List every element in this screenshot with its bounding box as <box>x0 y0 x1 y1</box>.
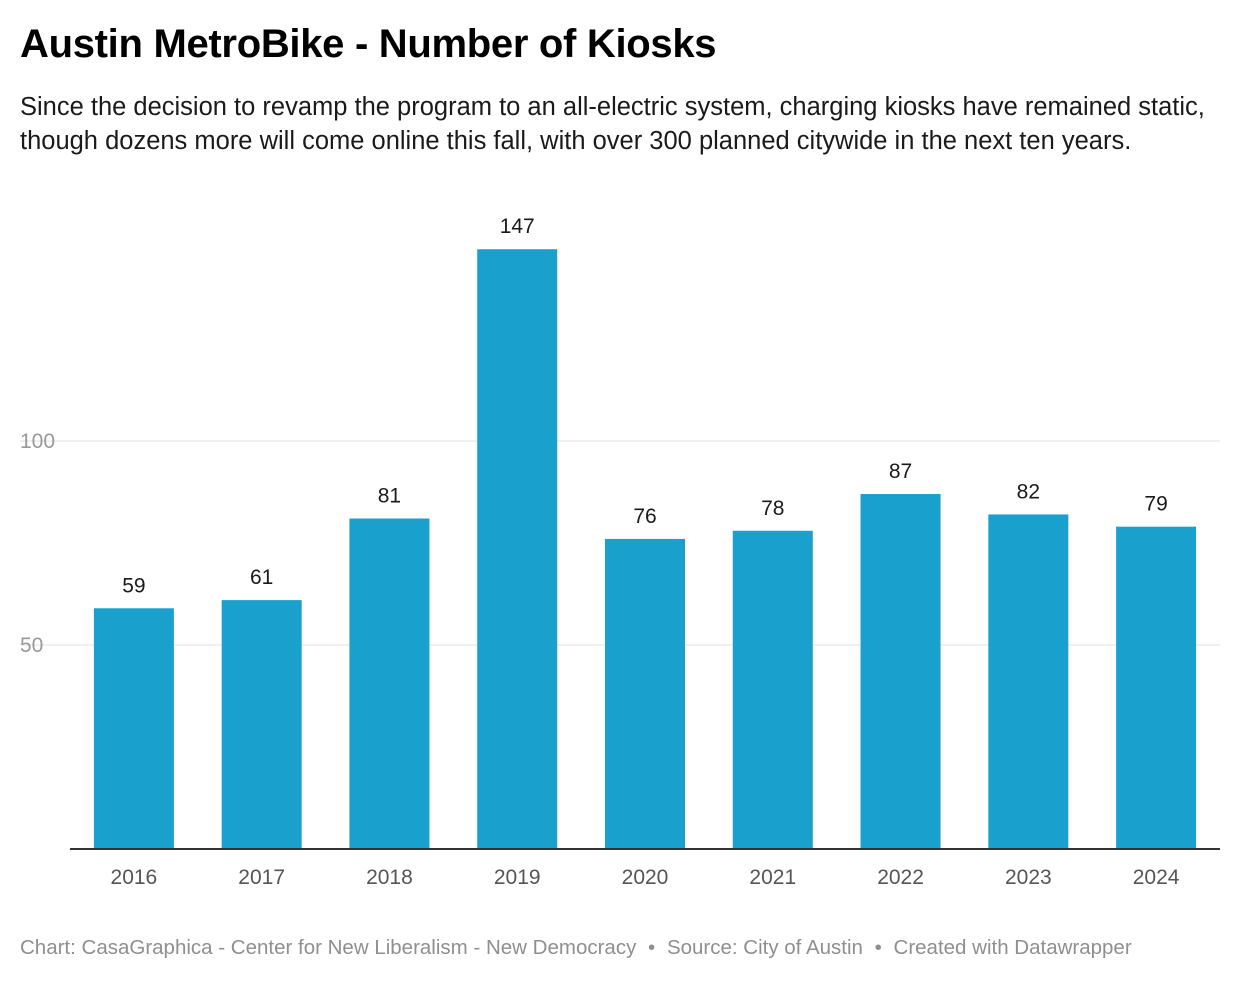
x-tick-label: 2019 <box>494 866 541 889</box>
x-tick-label: 2018 <box>366 866 413 889</box>
bar <box>860 494 941 849</box>
bar <box>221 600 302 849</box>
x-tick-label: 2023 <box>1005 866 1052 889</box>
data-label: 82 <box>1017 480 1040 503</box>
data-label: 147 <box>500 215 535 238</box>
y-tick-label: 50 <box>20 634 43 657</box>
data-label: 81 <box>378 485 401 508</box>
chart-credit: Chart: CasaGraphica - Center for New Lib… <box>20 936 637 959</box>
created-with-credit: Created with Datawrapper <box>893 936 1132 959</box>
x-tick-label: 2017 <box>238 866 285 889</box>
source-credit: Source: City of Austin <box>666 936 863 959</box>
footer-separator: • <box>874 936 882 959</box>
bar <box>732 530 813 849</box>
chart-subtitle: Since the decision to revamp the program… <box>20 93 1205 155</box>
bar <box>605 538 685 849</box>
bar <box>349 518 430 849</box>
data-label: 79 <box>1144 493 1167 516</box>
x-tick-label: 2016 <box>111 866 158 889</box>
data-label: 78 <box>761 497 784 520</box>
y-tick-label: 100 <box>20 430 55 453</box>
data-label: 87 <box>889 460 912 483</box>
chart-title: Austin MetroBike - Number of Kiosks <box>20 22 717 66</box>
bar <box>93 608 174 849</box>
chart-footer: Chart: CasaGraphica - Center for New Lib… <box>20 936 1132 960</box>
data-label: 61 <box>250 566 273 589</box>
bar <box>988 514 1069 849</box>
x-tick-label: 2020 <box>622 866 669 889</box>
footer-separator: • <box>648 936 656 959</box>
bar <box>477 249 558 850</box>
bar <box>1116 526 1197 849</box>
x-tick-label: 2021 <box>749 866 796 889</box>
x-tick-label: 2024 <box>1133 866 1180 889</box>
data-label: 59 <box>122 574 145 597</box>
x-tick-label: 2022 <box>877 866 924 889</box>
data-label: 76 <box>633 505 656 528</box>
